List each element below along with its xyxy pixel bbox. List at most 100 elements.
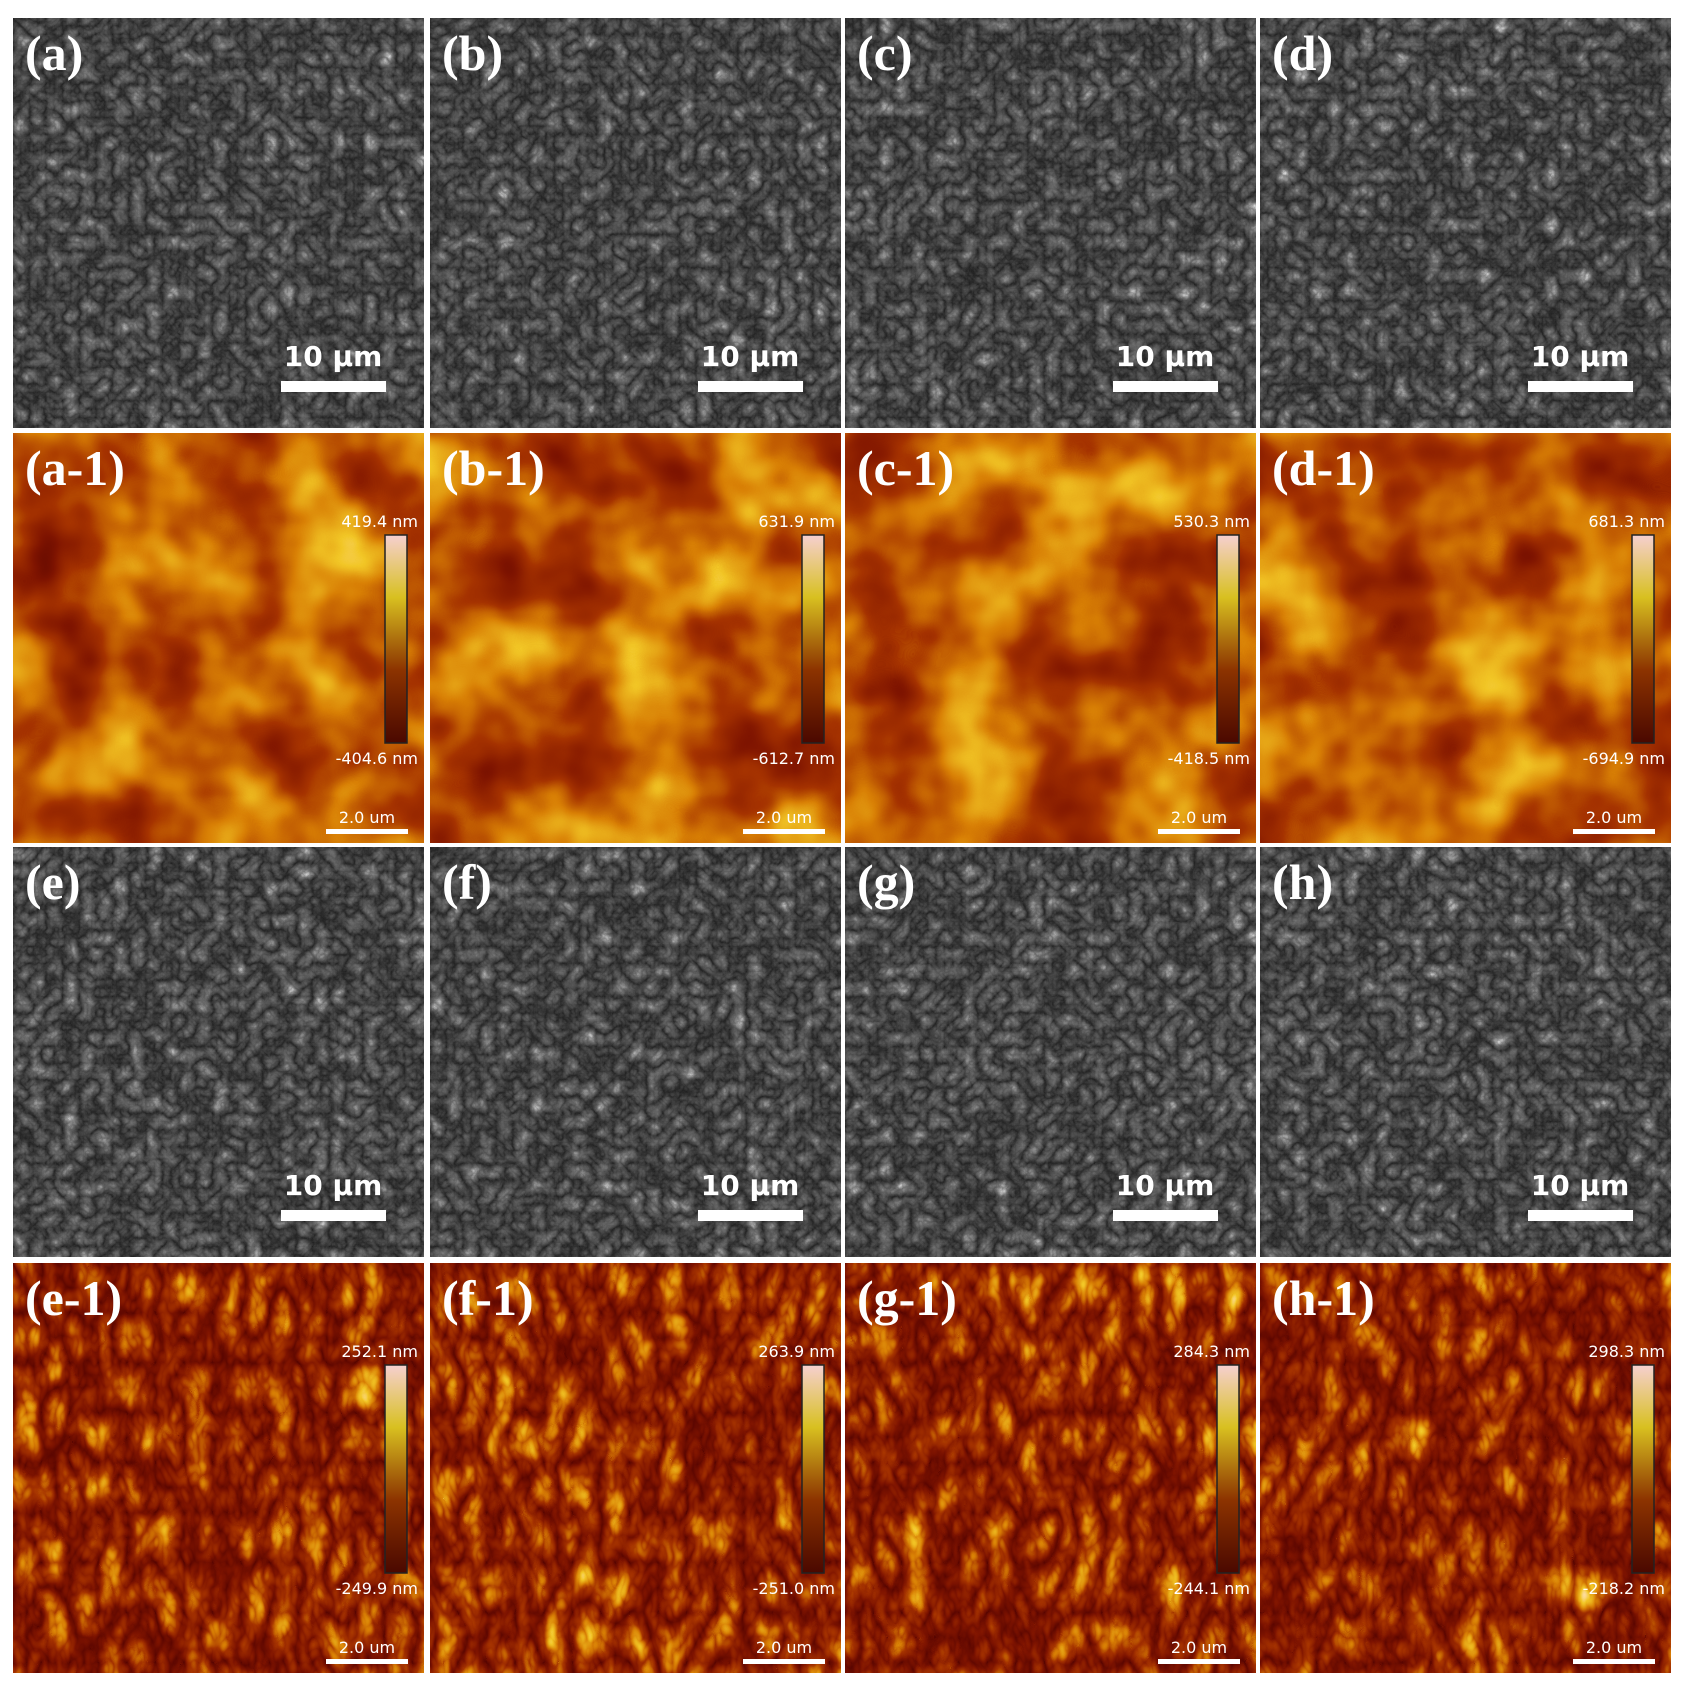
panel-label: (g) [857,854,915,910]
sem-panel: (g) 10 μm [845,847,1256,1257]
scale-bar [698,1210,803,1221]
panel-label: (h-1) [1272,1270,1375,1326]
afm-panel: (g-1) 284.3 nm -244.1 nm 2.0 um [845,1263,1256,1673]
scale-bar-label: 2.0 um [1586,808,1642,827]
panel-label: (b-1) [442,440,545,496]
scale-bar-label: 2.0 um [339,808,395,827]
image [13,1263,424,1673]
color-bar-min: -218.2 nm [1583,1579,1665,1598]
scale-bar [1113,381,1218,392]
scale-bar [281,381,386,392]
panel-label: (d) [1272,25,1333,81]
scale-bar-label: 2.0 um [339,1638,395,1657]
scale-bar-label: 10 μm [1116,1169,1215,1202]
sem-panel: (b) 10 μm [430,18,841,428]
sem-panel: (f) 10 μm [430,847,841,1257]
panel-label: (a-1) [25,440,125,496]
color-bar [801,534,825,744]
panel-label: (d-1) [1272,440,1375,496]
color-bar [1631,534,1655,744]
panel-label: (h) [1272,854,1333,910]
panel-label: (e) [25,854,81,910]
color-bar [1216,534,1240,744]
panel-label: (a) [25,25,83,81]
image [1260,433,1671,843]
color-bar [384,534,408,744]
image [845,847,1256,1257]
color-bar [384,1364,408,1574]
panel-label: (g-1) [857,1270,957,1326]
color-bar [1631,1364,1655,1574]
sem-panel: (h) 10 μm [1260,847,1671,1257]
color-bar-min: -404.6 nm [336,749,418,768]
sem-panel: (c) 10 μm [845,18,1256,428]
image [845,433,1256,843]
color-bar-max: 263.9 nm [758,1342,835,1361]
scale-bar [1158,1659,1240,1664]
scale-bar [743,1659,825,1664]
afm-panel: (e-1) 252.1 nm -249.9 nm 2.0 um [13,1263,424,1673]
scale-bar-label: 10 μm [284,340,383,373]
scale-bar [1158,829,1240,834]
color-bar-min: -249.9 nm [336,1579,418,1598]
image [430,433,841,843]
scale-bar-label: 2.0 um [756,808,812,827]
image [845,18,1256,428]
color-bar [801,1364,825,1574]
panel-label: (c-1) [857,440,954,496]
color-bar-min: -694.9 nm [1583,749,1665,768]
scale-bar [1573,829,1655,834]
afm-panel: (f-1) 263.9 nm -251.0 nm 2.0 um [430,1263,841,1673]
panel-label: (b) [442,25,503,81]
image [430,847,841,1257]
scale-bar [698,381,803,392]
panel-label: (e-1) [25,1270,122,1326]
sem-panel: (d) 10 μm [1260,18,1671,428]
scale-bar-label: 2.0 um [1586,1638,1642,1657]
scale-bar-label: 10 μm [701,340,800,373]
color-bar [1216,1364,1240,1574]
image [430,18,841,428]
sem-panel: (e) 10 μm [13,847,424,1257]
scale-bar [326,1659,408,1664]
color-bar-max: 530.3 nm [1173,512,1250,531]
afm-panel: (d-1) 681.3 nm -694.9 nm 2.0 um [1260,433,1671,843]
color-bar-max: 252.1 nm [341,1342,418,1361]
scale-bar-label: 2.0 um [756,1638,812,1657]
panel-label: (f-1) [442,1270,534,1326]
scale-bar-label: 10 μm [1116,340,1215,373]
color-bar-min: -612.7 nm [753,749,835,768]
color-bar-min: -418.5 nm [1168,749,1250,768]
image [13,18,424,428]
color-bar-min: -251.0 nm [753,1579,835,1598]
scale-bar [326,829,408,834]
color-bar-max: 681.3 nm [1588,512,1665,531]
image [13,847,424,1257]
scale-bar [1528,1210,1633,1221]
color-bar-max: 298.3 nm [1588,1342,1665,1361]
scale-bar [1573,1659,1655,1664]
color-bar-max: 631.9 nm [758,512,835,531]
afm-panel: (h-1) 298.3 nm -218.2 nm 2.0 um [1260,1263,1671,1673]
afm-panel: (b-1) 631.9 nm -612.7 nm 2.0 um [430,433,841,843]
panel-label: (c) [857,25,913,81]
scale-bar-label: 10 μm [1531,1169,1630,1202]
image [845,1263,1256,1673]
scale-bar [1113,1210,1218,1221]
color-bar-max: 419.4 nm [341,512,418,531]
color-bar-min: -244.1 nm [1168,1579,1250,1598]
afm-panel: (a-1) 419.4 nm -404.6 nm 2.0 um [13,433,424,843]
image [1260,1263,1671,1673]
panel-label: (f) [442,854,492,910]
scale-bar-label: 2.0 um [1171,1638,1227,1657]
image [1260,847,1671,1257]
sem-panel: (a) 10 μm [13,18,424,428]
scale-bar-label: 10 μm [701,1169,800,1202]
scale-bar [743,829,825,834]
scale-bar [1528,381,1633,392]
color-bar-max: 284.3 nm [1173,1342,1250,1361]
image [1260,18,1671,428]
scale-bar-label: 10 μm [1531,340,1630,373]
